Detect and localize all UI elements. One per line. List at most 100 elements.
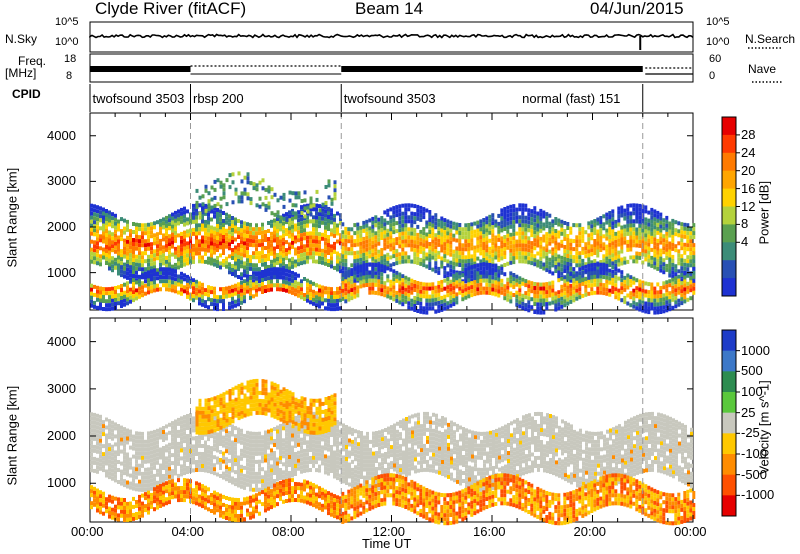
- power-cell: [267, 284, 270, 289]
- power-cell: [273, 258, 276, 263]
- power-cell: [392, 214, 396, 219]
- power-cell: [671, 270, 675, 275]
- power-cell: [686, 239, 690, 244]
- power-cell: [344, 234, 348, 239]
- velocity-cell: [135, 443, 138, 448]
- velocity-cell: [240, 432, 243, 437]
- power-cell: [341, 230, 345, 235]
- power-cell: [638, 299, 642, 304]
- power-cell: [677, 269, 681, 274]
- power-cell: [183, 206, 186, 211]
- power-cell: [554, 307, 558, 312]
- velocity-cell: [231, 468, 234, 473]
- power-cell: [614, 283, 618, 288]
- power-cell: [497, 289, 501, 294]
- power-cell: [129, 269, 132, 274]
- power-cell: [180, 283, 183, 288]
- power-cell: [341, 250, 345, 255]
- power-cell: [207, 224, 210, 229]
- power-cell: [150, 250, 153, 255]
- power-cell: [497, 221, 501, 226]
- velocity-cell: [222, 451, 225, 456]
- power-cell: [327, 298, 330, 303]
- power-cell: [635, 235, 639, 240]
- velocity-cell: [90, 424, 93, 429]
- power-cell: [231, 292, 234, 297]
- power-cell: [315, 259, 318, 264]
- power-cell: [431, 255, 435, 260]
- power-cell: [96, 217, 99, 222]
- velocity-cell: [234, 454, 237, 459]
- velocity-cell: [258, 479, 261, 484]
- power-cell: [620, 290, 624, 295]
- power-cell: [509, 212, 513, 217]
- power-cell: [362, 224, 366, 229]
- power-cell: [162, 253, 165, 258]
- power-cell: [611, 209, 615, 214]
- power-cell: [132, 258, 135, 262]
- power-cell: [500, 244, 504, 249]
- power-cell: [449, 268, 453, 273]
- velocity-cell: [288, 471, 291, 475]
- velocity-cell: [303, 424, 306, 429]
- power-cell: [195, 291, 198, 296]
- power-cell: [413, 240, 417, 245]
- velocity-cell: [222, 427, 225, 432]
- power-cell: [401, 302, 405, 307]
- power-cell: [515, 219, 519, 224]
- power-cell: [240, 296, 243, 301]
- power-cell: [464, 243, 468, 248]
- power-cell: [425, 294, 429, 299]
- power-cell: [255, 227, 258, 232]
- power-cell: [177, 274, 180, 279]
- power-cell: [545, 224, 549, 229]
- power-cell: [374, 215, 378, 220]
- power-cell: [461, 231, 465, 236]
- power-cell: [497, 265, 501, 270]
- power-cell: [692, 243, 696, 248]
- power-cell: [437, 230, 441, 235]
- power-cell: [240, 284, 243, 289]
- power-cell: [404, 243, 408, 248]
- power-cell: [132, 238, 135, 242]
- power-cell: [626, 259, 630, 264]
- power-cell: [662, 281, 666, 286]
- velocity-cell: [96, 461, 99, 466]
- power-cell: [365, 263, 369, 267]
- power-cell: [524, 227, 528, 232]
- power-cell: [518, 251, 522, 256]
- power-cell: [557, 278, 561, 283]
- power-cell: [240, 228, 243, 233]
- power-cell: [536, 219, 540, 224]
- power-cell: [231, 264, 234, 268]
- power-cell: [680, 285, 684, 290]
- power-cell: [156, 268, 159, 273]
- power-cell: [497, 253, 501, 258]
- power-cell: [120, 284, 123, 288]
- velocity-cell: [285, 428, 288, 433]
- velocity-cell: [147, 447, 150, 452]
- power-cell: [165, 259, 168, 264]
- power-cell: [665, 263, 669, 268]
- power-cell: [201, 302, 204, 307]
- power-cell: [611, 281, 615, 286]
- power-cell: [171, 268, 174, 273]
- power-cell: [341, 254, 345, 259]
- velocity-cell: [195, 460, 198, 464]
- power-cell: [174, 289, 177, 294]
- velocity-cell: [165, 464, 168, 469]
- power-cell: [273, 234, 276, 239]
- power-cell: [392, 218, 396, 223]
- power-cell: [476, 271, 480, 276]
- power-cell: [324, 201, 328, 205]
- power-cell: [599, 248, 603, 252]
- power-cell: [156, 240, 159, 245]
- power-cell: [374, 219, 378, 224]
- power-cell: [228, 293, 231, 298]
- power-cell: [126, 239, 129, 244]
- power-cell: [312, 215, 315, 220]
- power-cell: [569, 238, 573, 243]
- power-cell: [566, 250, 570, 254]
- power-cell: [548, 289, 552, 294]
- velocity-cell: [135, 483, 138, 488]
